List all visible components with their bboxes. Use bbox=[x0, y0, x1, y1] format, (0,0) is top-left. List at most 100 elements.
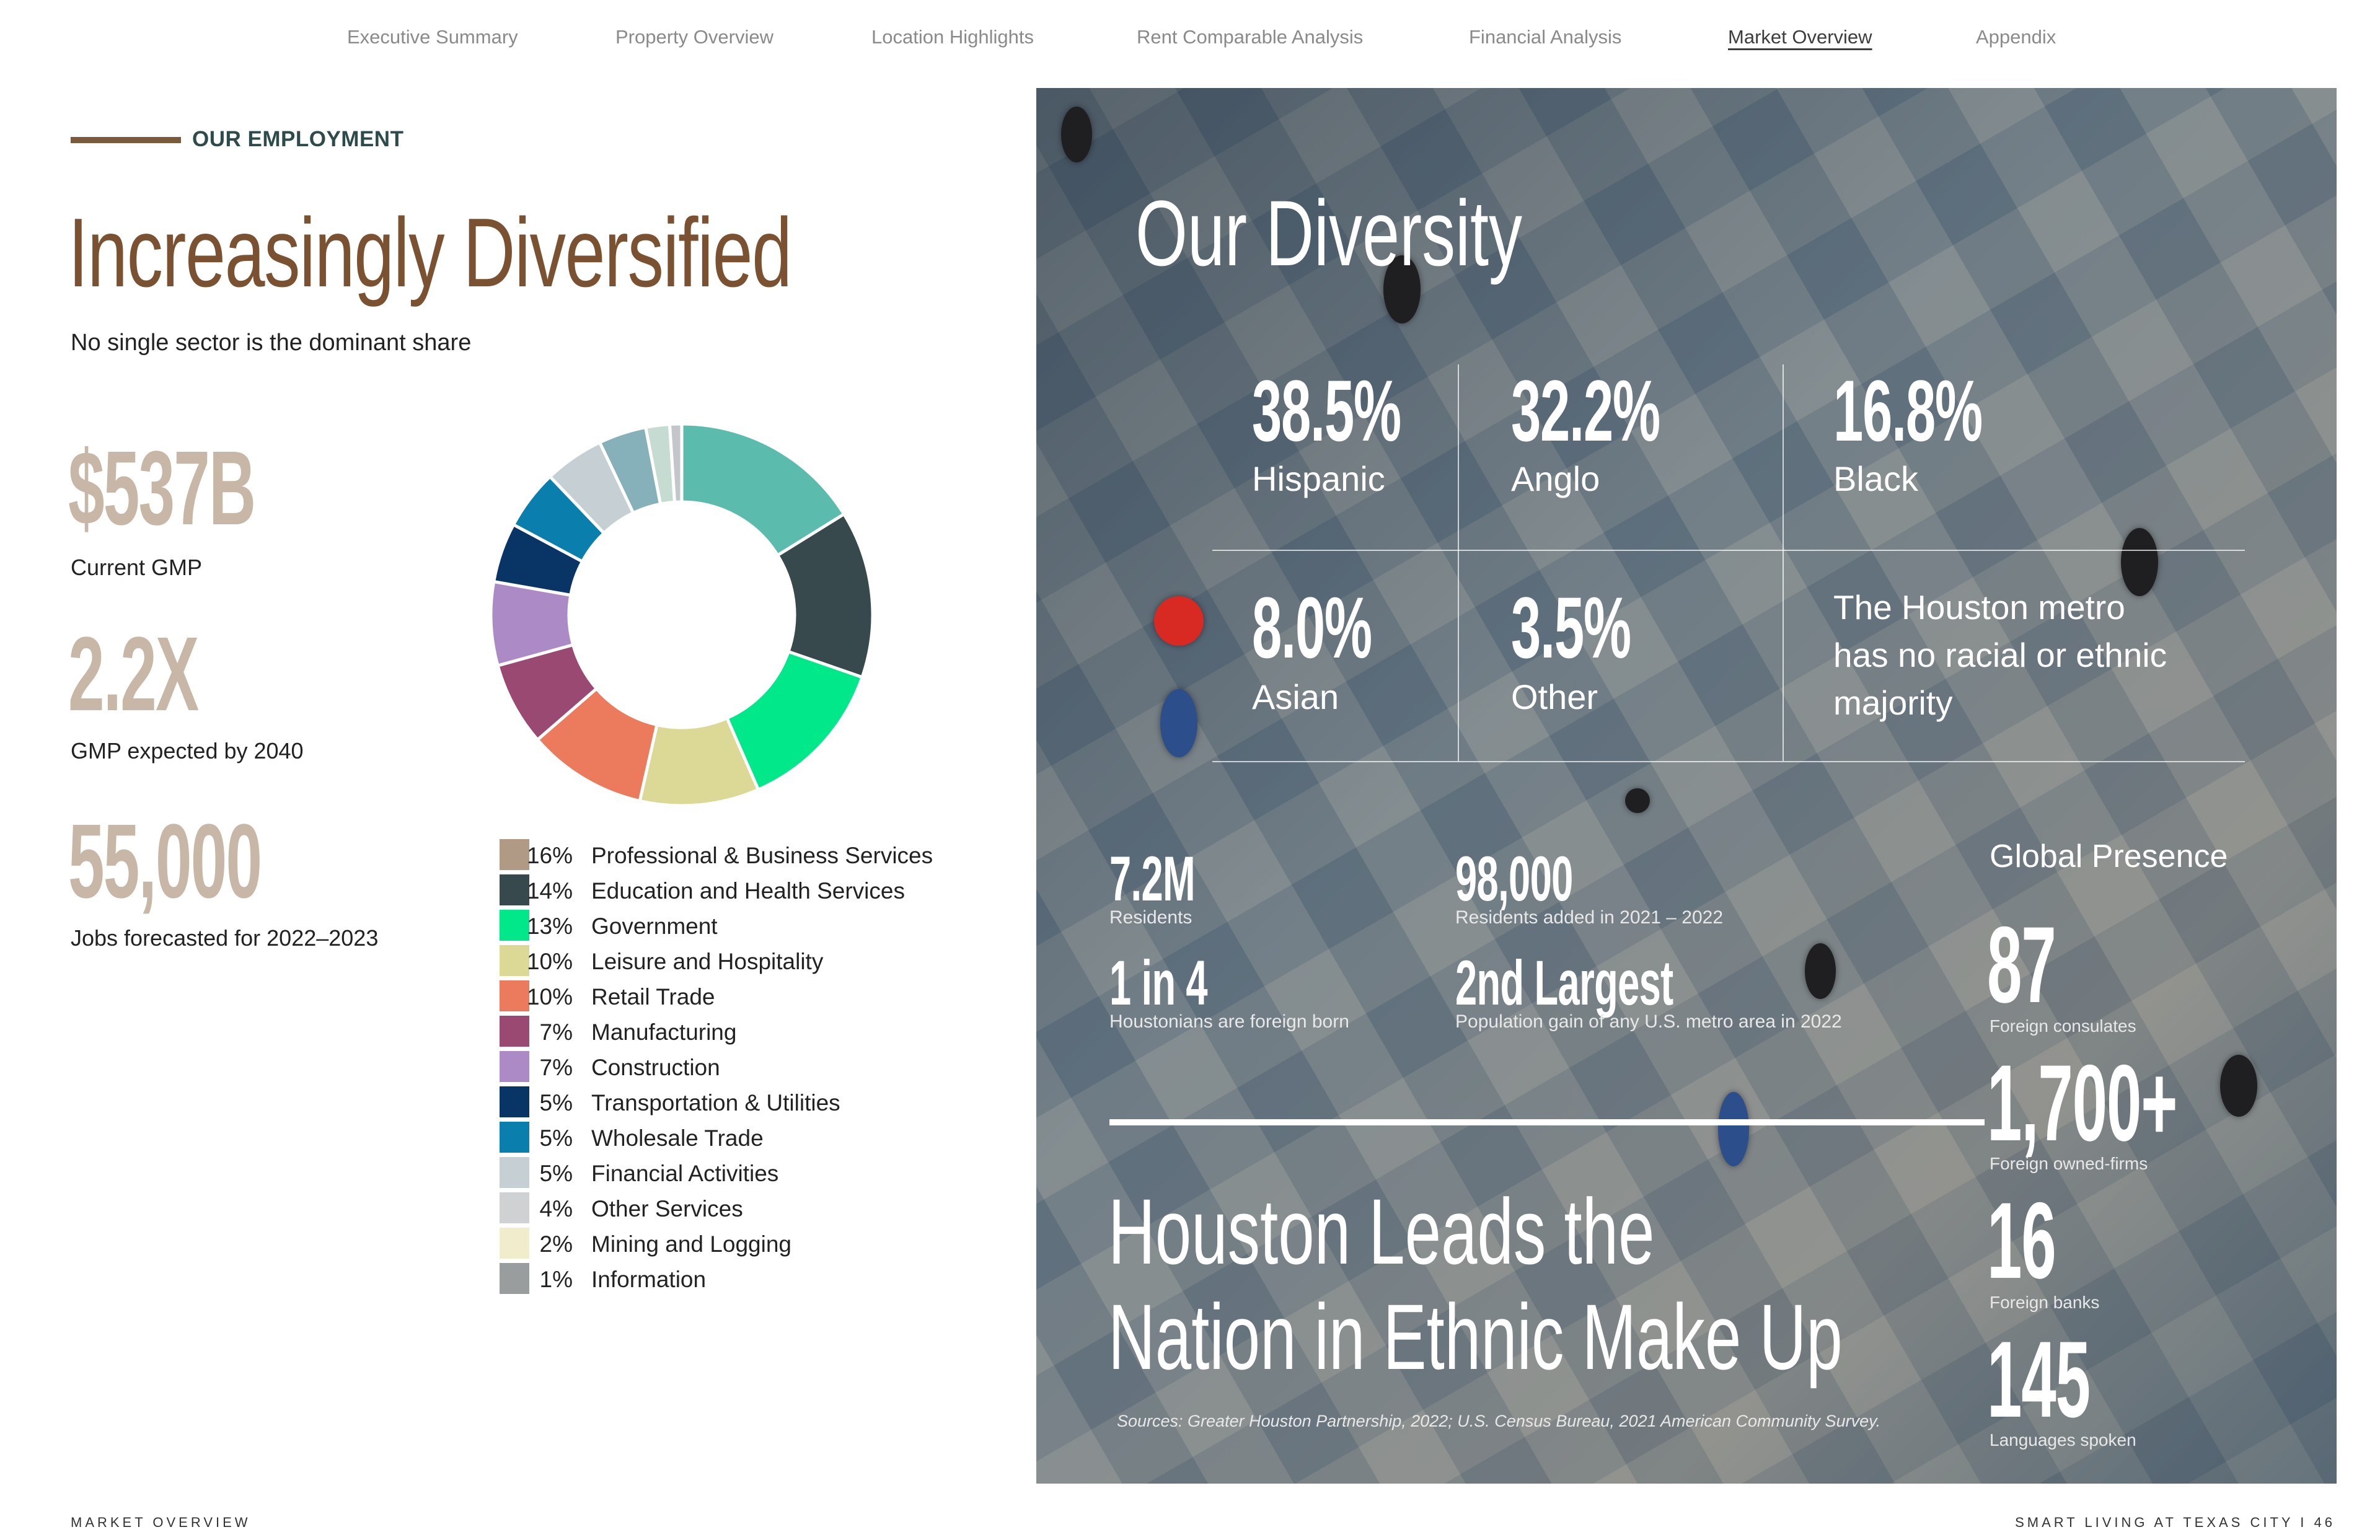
kpi-gmp-2040-label: GMP expected by 2040 bbox=[71, 738, 304, 763]
anglo-percent: 32.2% bbox=[1511, 362, 1660, 459]
pedestrian-figure bbox=[1383, 255, 1421, 323]
population-gain-label: Population gain of any U.S. metro area i… bbox=[1455, 1011, 1842, 1032]
nav-rent-comparable-analysis[interactable]: Rent Comparable Analysis bbox=[1137, 26, 1364, 48]
foreign-banks-label: Foreign banks bbox=[1990, 1293, 2100, 1312]
section-label: OUR EMPLOYMENT bbox=[192, 127, 404, 151]
page-title: Increasingly Diversified bbox=[68, 198, 792, 307]
black-label: Black bbox=[1833, 459, 1918, 498]
legend-percent: 7% bbox=[539, 1055, 573, 1080]
legend-label: Mining and Logging bbox=[591, 1231, 791, 1257]
legend-swatch bbox=[500, 980, 529, 1011]
legend-item: 14% Education and Health Services bbox=[500, 874, 1057, 907]
kpi-current-gmp-value: $537B bbox=[68, 429, 256, 547]
legend-item: 4% Other Services bbox=[500, 1192, 1057, 1225]
no-majority-note: The Houston metro has no racial or ethni… bbox=[1833, 588, 2167, 722]
employment-donut-chart bbox=[489, 422, 875, 807]
legend-percent: 5% bbox=[539, 1125, 573, 1151]
page-subtitle: No single sector is the dominant share bbox=[71, 330, 472, 356]
legend-swatch bbox=[500, 874, 529, 905]
legend-swatch bbox=[500, 1051, 529, 1082]
legend-item: 10% Leisure and Hospitality bbox=[500, 945, 1057, 977]
other-percent: 3.5% bbox=[1511, 579, 1631, 676]
legend-label: Professional & Business Services bbox=[591, 843, 933, 868]
nav-appendix[interactable]: Appendix bbox=[1976, 26, 2056, 48]
legend-label: Financial Activities bbox=[591, 1161, 779, 1186]
pedestrian-figure bbox=[1061, 107, 1092, 162]
legend-label: Government bbox=[591, 913, 718, 939]
grid-divider bbox=[1212, 761, 2245, 762]
donut-slice-information bbox=[668, 422, 684, 504]
legend-label: Other Services bbox=[591, 1196, 743, 1221]
legend-swatch bbox=[500, 1086, 529, 1117]
legend-swatch bbox=[500, 1122, 529, 1153]
foreign-firms-label: Foreign owned-firms bbox=[1990, 1154, 2148, 1173]
pedestrian-figure bbox=[2220, 1055, 2257, 1117]
kpi-jobs-value: 55,000 bbox=[68, 803, 262, 920]
legend-swatch bbox=[500, 945, 529, 976]
legend-label: Manufacturing bbox=[591, 1019, 737, 1045]
diversity-title: Our Diversity bbox=[1135, 181, 1523, 285]
foreign-born-value: 1 in 4 bbox=[1109, 948, 1208, 1018]
nav-market-overview[interactable]: Market Overview bbox=[1728, 26, 1872, 48]
residents-added-label: Residents added in 2021 – 2022 bbox=[1455, 907, 1724, 928]
foreign-banks-value: 16 bbox=[1987, 1181, 2056, 1301]
footer-page-label: SMART LIVING AT TEXAS CITY I 46 bbox=[2015, 1515, 2335, 1530]
footer-section-label: MARKET OVERVIEW bbox=[71, 1515, 251, 1530]
legend-label: Education and Health Services bbox=[591, 878, 905, 904]
kpi-jobs-label: Jobs forecasted for 2022–2023 bbox=[71, 925, 379, 951]
hispanic-percent: 38.5% bbox=[1252, 362, 1401, 459]
population-gain-value: 2nd Largest bbox=[1455, 948, 1673, 1018]
languages-label: Languages spoken bbox=[1990, 1430, 2136, 1450]
plaza-photo-panel: Our Diversity 38.5% Hispanic 32.2% Anglo… bbox=[1036, 88, 2337, 1484]
legend-percent: 10% bbox=[526, 949, 573, 974]
consulates-value: 87 bbox=[1987, 905, 2056, 1026]
nav-property-overview[interactable]: Property Overview bbox=[615, 26, 774, 48]
headline-line-2: Nation in Ethnic Make Up bbox=[1108, 1285, 1843, 1389]
legend-item: 5% Financial Activities bbox=[500, 1157, 1057, 1189]
nav-location-highlights[interactable]: Location Highlights bbox=[871, 26, 1034, 48]
section-divider bbox=[71, 137, 181, 143]
pedestrian-figure bbox=[2121, 528, 2158, 596]
headline-divider bbox=[1109, 1119, 1985, 1125]
legend-swatch bbox=[500, 1157, 529, 1188]
legend-percent: 2% bbox=[539, 1231, 573, 1257]
nav-financial-analysis[interactable]: Financial Analysis bbox=[1469, 26, 1622, 48]
legend-swatch bbox=[500, 839, 529, 870]
legend-item: 13% Government bbox=[500, 910, 1057, 942]
legend-item: 2% Mining and Logging bbox=[500, 1228, 1057, 1260]
legend-item: 1% Information bbox=[500, 1263, 1057, 1295]
hispanic-label: Hispanic bbox=[1252, 459, 1385, 498]
legend-swatch bbox=[500, 910, 529, 941]
consulates-label: Foreign consulates bbox=[1990, 1016, 2136, 1036]
anglo-label: Anglo bbox=[1511, 459, 1600, 498]
kpi-current-gmp-label: Current GMP bbox=[71, 555, 203, 580]
legend-swatch bbox=[500, 1016, 529, 1047]
residents-label: Residents bbox=[1109, 907, 1192, 928]
pedestrian-figure bbox=[1625, 788, 1650, 813]
grid-divider bbox=[1212, 550, 2245, 551]
pedestrian-figure bbox=[1718, 1092, 1749, 1166]
languages-value: 145 bbox=[1987, 1319, 2091, 1440]
legend-swatch bbox=[500, 1192, 529, 1223]
legend-percent: 10% bbox=[526, 984, 573, 1010]
legend-swatch bbox=[500, 1228, 529, 1259]
legend-item: 5% Transportation & Utilities bbox=[500, 1086, 1057, 1119]
asian-label: Asian bbox=[1252, 677, 1339, 716]
legend-label: Wholesale Trade bbox=[591, 1125, 764, 1151]
legend-label: Construction bbox=[591, 1055, 720, 1080]
legend-percent: 13% bbox=[526, 913, 573, 939]
legend-item: 16% Professional & Business Services bbox=[500, 839, 1057, 871]
foreign-born-label: Houstonians are foreign born bbox=[1109, 1011, 1349, 1032]
pedestrian-figure bbox=[1805, 943, 1836, 999]
legend-item: 7% Construction bbox=[500, 1051, 1057, 1083]
legend-label: Retail Trade bbox=[591, 984, 715, 1010]
legend-label: Leisure and Hospitality bbox=[591, 949, 824, 974]
legend-percent: 1% bbox=[539, 1267, 573, 1292]
pedestrian-figure bbox=[1160, 689, 1197, 757]
foreign-firms-value: 1,700+ bbox=[1987, 1043, 2177, 1164]
black-percent: 16.8% bbox=[1833, 362, 1983, 459]
legend-percent: 5% bbox=[539, 1161, 573, 1186]
legend-percent: 4% bbox=[539, 1196, 573, 1221]
legend-percent: 14% bbox=[526, 878, 573, 904]
nav-executive-summary[interactable]: Executive Summary bbox=[347, 26, 518, 48]
